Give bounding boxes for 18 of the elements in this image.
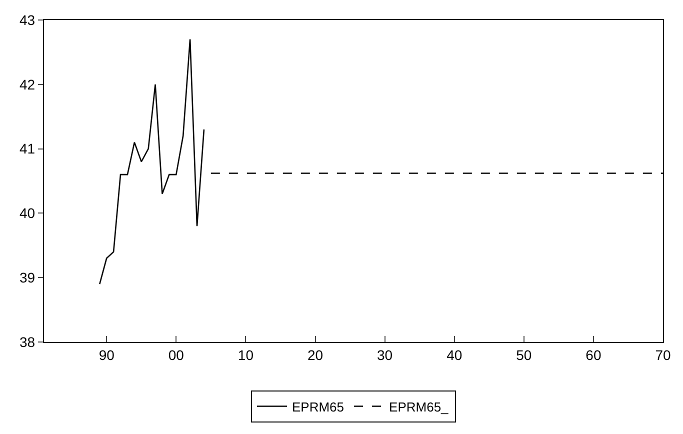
line-series [98, 38, 205, 285]
x-tick-label: 20 [307, 346, 324, 363]
x-tick-label: 60 [586, 346, 602, 363]
x-tick-label: 90 [98, 346, 115, 363]
x-tick-label: 70 [655, 346, 671, 363]
y-tick-label: 41 [20, 140, 36, 157]
y-tick-label: 42 [20, 76, 36, 92]
x-tick-label: 40 [446, 346, 462, 363]
legend-label: EPRM65 [292, 399, 344, 414]
x-tick-label: 00 [168, 346, 184, 363]
x-tick-label: 30 [377, 346, 393, 363]
legend-label: EPRM65_ [389, 399, 450, 414]
y-tick-label: 39 [20, 270, 36, 286]
x-tick-label: 10 [238, 346, 254, 363]
y-tick-label: 43 [20, 12, 36, 28]
y-tick-label: 40 [20, 205, 36, 222]
y-tick-label: 38 [20, 334, 36, 350]
x-tick-label: 50 [516, 346, 532, 363]
